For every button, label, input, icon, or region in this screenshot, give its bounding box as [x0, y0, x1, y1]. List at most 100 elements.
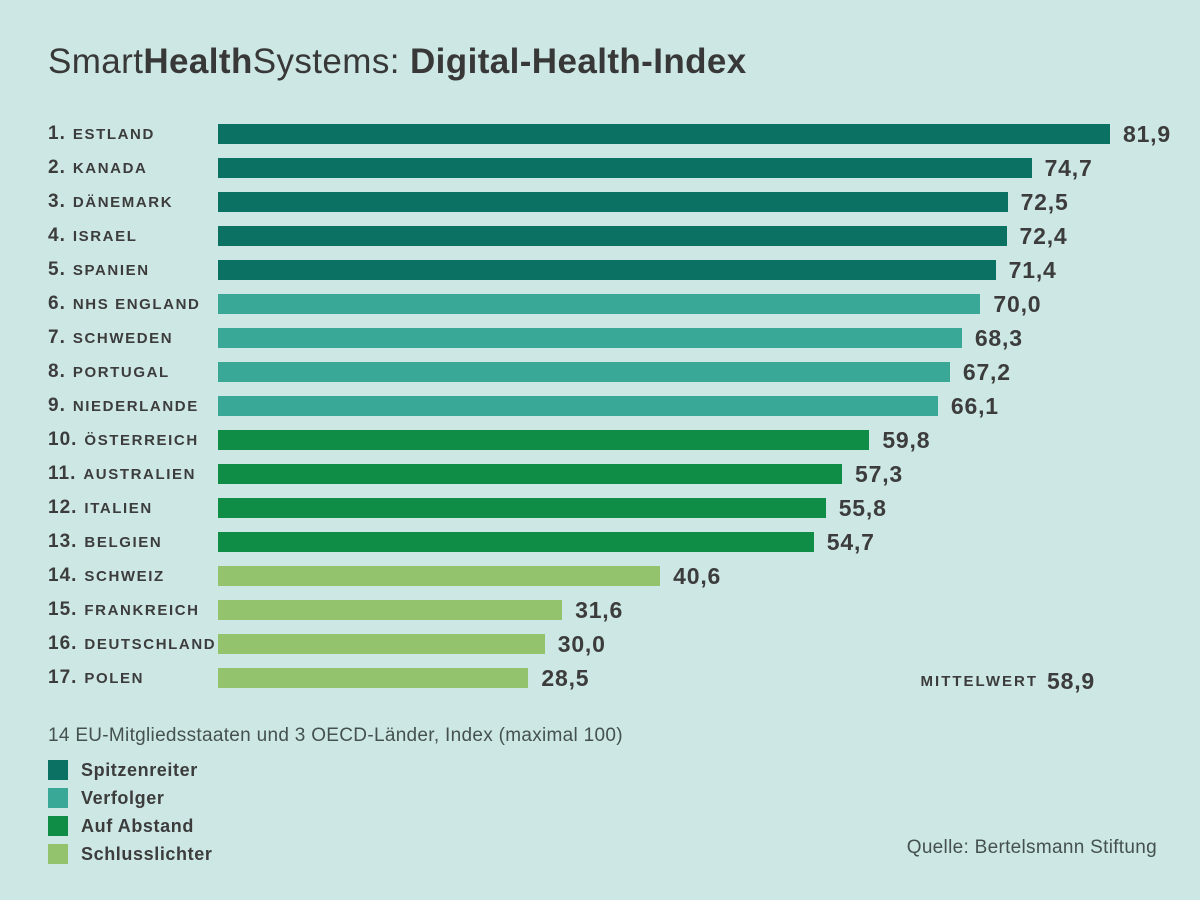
source-credit: Quelle: Bertelsmann Stiftung [906, 837, 1157, 858]
bar-track: 28,5 [218, 665, 1110, 691]
bar-track: 54,7 [218, 529, 1110, 555]
legend-item: Verfolger [48, 784, 212, 812]
country-label: 15. FRANKREICH [48, 599, 218, 621]
title-segment: Smart [48, 42, 144, 81]
rank-label: 11. [48, 463, 77, 484]
country-name: BELGIEN [84, 534, 163, 551]
rank-label: 9. [48, 395, 66, 416]
chart-row: 5. SPANIEN 71,4 [48, 253, 1158, 287]
rank-label: 7. [48, 327, 66, 348]
country-name: POLEN [84, 670, 145, 687]
legend-swatch [48, 816, 68, 836]
bar-value: 66,1 [950, 392, 999, 419]
country-label: 13. BELGIEN [48, 531, 218, 553]
rank-label: 8. [48, 361, 66, 382]
country-label: 12. ITALIEN [48, 497, 218, 519]
bar-track: 72,5 [218, 189, 1110, 215]
country-name: AUSTRALIEN [83, 466, 197, 483]
chart-row: 6. NHS ENGLAND 70,0 [48, 287, 1158, 321]
bar [218, 464, 843, 484]
chart-row: 10. ÖSTERREICH 59,8 [48, 423, 1158, 457]
bar [218, 362, 950, 382]
chart-row: 7. SCHWEDEN 68,3 [48, 321, 1158, 355]
bar [218, 226, 1007, 246]
rank-label: 16. [48, 633, 78, 654]
country-name: NIEDERLANDE [72, 398, 199, 415]
rank-label: 2. [48, 157, 66, 178]
country-name: SCHWEIZ [84, 568, 165, 585]
rank-label: 17. [48, 667, 78, 688]
chart-row: 13. BELGIEN 54,7 [48, 525, 1158, 559]
rank-label: 4. [48, 225, 66, 246]
bar-track: 40,6 [218, 563, 1110, 589]
bar-track: 55,8 [218, 495, 1110, 521]
legend-label: Verfolger [81, 787, 165, 808]
mean-label: MITTELWERT [920, 672, 1039, 690]
bar-value: 28,5 [541, 664, 590, 691]
bar-value: 67,2 [962, 358, 1011, 385]
bar-track: 72,4 [218, 223, 1110, 249]
bar [218, 396, 938, 416]
bar-chart: 1. ESTLAND 81,9 2. KANADA 74,7 3. DÄNEMARK 72,5 4… [48, 117, 1170, 695]
chart-row: 12. ITALIEN 55,8 [48, 491, 1158, 525]
bar [218, 600, 563, 620]
mean-value: 58,9 [1047, 667, 1095, 694]
rank-label: 15. [48, 599, 78, 620]
country-label: 17. POLEN [48, 667, 218, 689]
title-segment: Digital-Health-Index [409, 42, 747, 81]
title-segment: Health [143, 42, 253, 81]
chart-row: 15. FRANKREICH 31,6 [48, 593, 1158, 627]
rank-label: 1. [48, 123, 66, 144]
rank-label: 5. [48, 259, 66, 280]
chart-row: 17. POLEN 28,5 [48, 661, 1158, 695]
bar-value: 68,3 [974, 324, 1023, 351]
country-name: PORTUGAL [72, 364, 170, 381]
footnote: 14 EU-Mitgliedsstaaten und 3 OECD-Länder… [48, 725, 623, 746]
bar-track: 68,3 [218, 325, 1110, 351]
bar-value: 72,5 [1020, 188, 1069, 215]
bar [218, 532, 814, 552]
legend-swatch [48, 844, 68, 864]
country-name: SCHWEDEN [72, 330, 174, 347]
chart-row: 1. ESTLAND 81,9 [48, 117, 1170, 151]
country-name: DÄNEMARK [72, 194, 174, 211]
legend-item: Auf Abstand [48, 812, 212, 840]
country-label: 2. KANADA [48, 157, 218, 179]
country-label: 3. DÄNEMARK [48, 191, 218, 213]
bar [218, 192, 1008, 212]
bar-value: 71,4 [1008, 256, 1057, 283]
chart-row: 4. ISRAEL 72,4 [48, 219, 1158, 253]
bar-track: 81,9 [218, 121, 1170, 147]
bar [218, 634, 545, 654]
legend-item: Spitzenreiter [48, 756, 212, 784]
bar-value: 81,9 [1123, 120, 1171, 147]
bar [218, 124, 1110, 144]
country-name: SPANIEN [72, 262, 150, 279]
legend-swatch [48, 788, 68, 808]
title-segment: Systems: [252, 42, 410, 81]
legend: Spitzenreiter Verfolger Auf Abstand Schluss… [48, 756, 212, 868]
bar-value: 31,6 [575, 596, 624, 623]
chart-row: 16. DEUTSCHLAND 30,0 [48, 627, 1158, 661]
country-label: 11. AUSTRALIEN [48, 463, 218, 485]
bar-value: 54,7 [826, 528, 875, 555]
legend-swatch [48, 760, 68, 780]
bar-track: 66,1 [218, 393, 1110, 419]
country-label: 9. NIEDERLANDE [48, 395, 218, 417]
country-name: NHS ENGLAND [72, 296, 201, 313]
country-name: FRANKREICH [84, 602, 200, 619]
bar-value: 40,6 [673, 562, 722, 589]
bar [218, 668, 529, 688]
legend-item: Schlusslichter [48, 840, 212, 868]
bar-track: 67,2 [218, 359, 1110, 385]
legend-label: Auf Abstand [81, 815, 194, 836]
country-name: ISRAEL [72, 228, 138, 245]
bar-track: 59,8 [218, 427, 1110, 453]
country-label: 14. SCHWEIZ [48, 565, 218, 587]
country-label: 5. SPANIEN [48, 259, 218, 281]
chart-row: 8. PORTUGAL 67,2 [48, 355, 1158, 389]
bar [218, 430, 870, 450]
bar-track: 30,0 [218, 631, 1110, 657]
chart-row: 11. AUSTRALIEN 57,3 [48, 457, 1158, 491]
country-label: 1. ESTLAND [48, 123, 218, 145]
